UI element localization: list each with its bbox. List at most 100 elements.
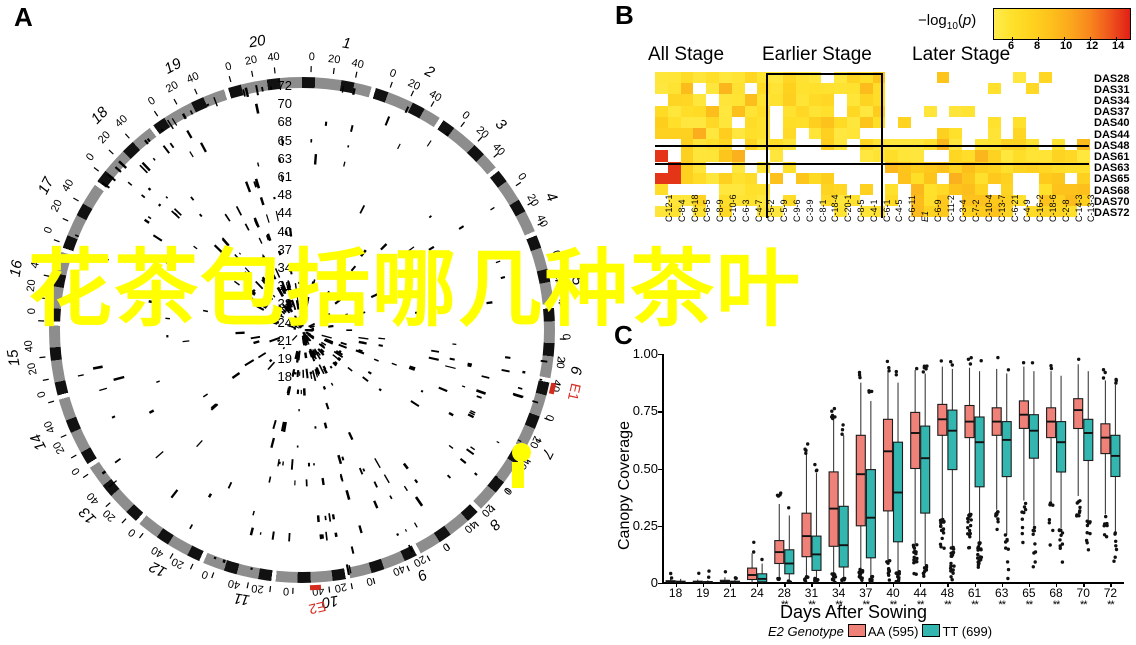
heatmap-cell[interactable] [1051,139,1065,151]
heatmap-cell[interactable] [718,83,732,95]
heatmap-cell[interactable] [1038,72,1052,84]
heatmap-cell[interactable] [872,139,886,151]
heatmap-cell[interactable] [718,161,732,173]
heatmap-cell[interactable] [898,161,911,173]
heatmap-cell[interactable] [949,172,963,184]
heatmap-cell[interactable] [1026,94,1039,106]
heatmap-cell[interactable] [731,206,745,218]
heatmap-cell[interactable] [718,105,732,117]
heatmap-cell[interactable] [655,139,668,151]
heatmap-cell[interactable] [910,150,924,162]
heatmap-cell[interactable] [834,116,847,128]
heatmap-cell[interactable] [795,161,809,173]
heatmap-cell[interactable] [872,83,886,95]
heatmap-cell[interactable] [936,127,950,140]
heatmap-cell[interactable] [718,116,732,128]
heatmap-cell[interactable] [936,116,950,128]
heatmap-cell[interactable] [1000,172,1014,184]
heatmap-cell[interactable] [1064,206,1078,218]
heatmap-cell[interactable] [1051,116,1065,128]
heatmap-cell[interactable] [885,116,899,128]
heatmap-cell[interactable] [846,94,860,106]
heatmap-cell[interactable] [885,172,899,184]
heatmap-cell[interactable] [757,195,771,207]
heatmap-cell[interactable] [655,172,668,184]
heatmap-cell[interactable] [1000,72,1014,84]
heatmap-cell[interactable] [782,127,796,140]
heatmap-cell[interactable] [1051,161,1065,173]
heatmap-cell[interactable] [693,94,707,106]
heatmap-cell[interactable] [846,116,860,128]
heatmap-cell[interactable] [859,139,873,151]
heatmap-cell[interactable] [962,116,975,128]
heatmap-cell[interactable] [821,206,835,218]
heatmap-cell[interactable] [974,94,988,106]
heatmap-cell[interactable] [910,105,924,117]
heatmap-cell[interactable] [949,161,963,173]
heatmap-cell[interactable] [846,127,860,140]
heatmap-cell[interactable] [949,105,963,117]
heatmap-cell[interactable] [910,127,924,140]
heatmap-cell[interactable] [962,206,975,218]
heatmap-cell[interactable] [680,127,694,140]
heatmap-cell[interactable] [1000,195,1014,207]
heatmap-cell[interactable] [923,83,937,95]
heatmap-cell[interactable] [923,206,937,218]
heatmap-cell[interactable] [846,161,860,173]
heatmap-cell[interactable] [898,72,911,84]
heatmap-cell[interactable] [667,116,681,128]
heatmap-cell[interactable] [949,72,963,84]
heatmap-cell[interactable] [1013,116,1027,128]
heatmap-cell[interactable] [706,127,719,140]
heatmap-cell[interactable] [846,83,860,95]
heatmap-cell[interactable] [1000,83,1014,95]
heatmap-cell[interactable] [795,139,809,151]
heatmap-cell[interactable] [770,83,783,95]
heatmap-cell[interactable] [834,195,847,207]
heatmap-cell[interactable] [795,105,809,117]
heatmap-cell[interactable] [782,116,796,128]
heatmap-cell[interactable] [731,94,745,106]
heatmap-cell[interactable] [872,105,886,117]
heatmap-cell[interactable] [782,195,796,207]
heatmap-cell[interactable] [987,206,1001,218]
heatmap-cell[interactable] [782,161,796,173]
heatmap-cell[interactable] [910,206,924,218]
heatmap-cell[interactable] [936,206,950,218]
heatmap-cell[interactable] [680,105,694,117]
heatmap-cell[interactable] [1077,161,1091,173]
heatmap-cell[interactable] [680,116,694,128]
heatmap-cell[interactable] [962,139,975,151]
heatmap-cell[interactable] [923,105,937,117]
heatmap-cell[interactable] [1026,72,1039,84]
heatmap-cell[interactable] [834,206,847,218]
heatmap-cell[interactable] [859,195,873,207]
heatmap-cell[interactable] [667,150,681,162]
heatmap-cell[interactable] [1064,139,1078,151]
heatmap-cell[interactable] [1038,161,1052,173]
heatmap-cell[interactable] [744,195,758,207]
heatmap-cell[interactable] [1026,127,1039,140]
heatmap-cell[interactable] [1077,150,1091,162]
heatmap-cell[interactable] [821,172,835,184]
heatmap-cell[interactable] [1013,150,1027,162]
heatmap-cell[interactable] [1000,150,1014,162]
heatmap-cell[interactable] [898,183,911,196]
heatmap-cell[interactable] [680,161,694,173]
heatmap-cell[interactable] [757,206,771,218]
heatmap-cell[interactable] [693,172,707,184]
heatmap-cell[interactable] [706,183,719,196]
heatmap-cell[interactable] [680,139,694,151]
heatmap-cell[interactable] [974,116,988,128]
heatmap-cell[interactable] [1013,172,1027,184]
heatmap-cell[interactable] [936,139,950,151]
heatmap-cell[interactable] [1064,72,1078,84]
heatmap-cell[interactable] [757,183,771,196]
heatmap-cell[interactable] [1038,127,1052,140]
heatmap-cell[interactable] [910,94,924,106]
heatmap-cell[interactable] [1026,105,1039,117]
heatmap-cell[interactable] [706,172,719,184]
heatmap-cell[interactable] [821,195,835,207]
heatmap-cell[interactable] [1026,183,1039,196]
heatmap-cell[interactable] [898,105,911,117]
